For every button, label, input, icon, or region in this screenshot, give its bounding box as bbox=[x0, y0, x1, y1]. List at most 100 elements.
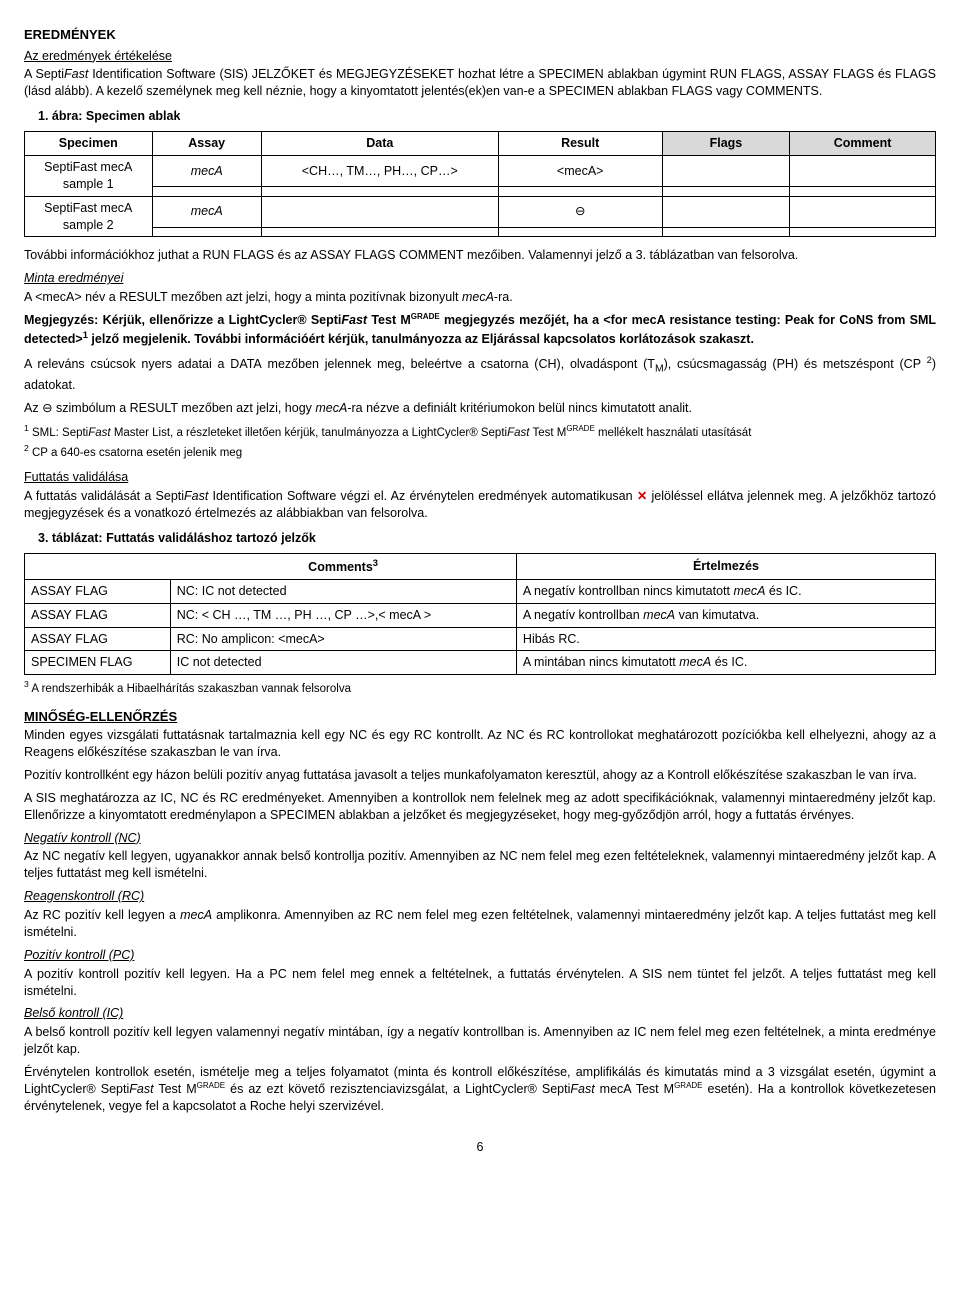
t: A mintában nincs kimutatott bbox=[523, 655, 679, 669]
t: sample 1 bbox=[63, 177, 114, 191]
td-meaning3: A mintában nincs kimutatott mecA és IC. bbox=[516, 651, 935, 675]
t: szimbólum a RESULT mezőben azt jelzi, ho… bbox=[53, 401, 316, 415]
t: ATA bbox=[239, 357, 261, 371]
t: ablakban F bbox=[614, 84, 679, 98]
th-blank bbox=[25, 553, 171, 579]
t: GRADE bbox=[566, 424, 594, 433]
t: Fast bbox=[507, 426, 529, 438]
para-neg-symbol: Az ⊖ szimbólum a RESULT mezőben azt jelz… bbox=[24, 400, 936, 417]
td-comment3: IC not detected bbox=[170, 651, 516, 675]
t: Test M bbox=[367, 313, 411, 327]
t: Az bbox=[24, 401, 42, 415]
t: A Septi bbox=[24, 67, 64, 81]
t: További információkhoz juthat a R bbox=[24, 248, 212, 262]
td-data2 bbox=[261, 196, 498, 228]
t: P bbox=[913, 357, 927, 371]
t: és F bbox=[874, 67, 903, 81]
para-validation: A futtatás validálását a SeptiFast Ident… bbox=[24, 488, 936, 522]
t: F bbox=[72, 632, 83, 646]
qc-title: MINŐSÉG-ELLENŐRZÉS bbox=[24, 708, 936, 726]
t: SSAY bbox=[39, 608, 71, 622]
t: C bbox=[396, 248, 409, 262]
t: Fast bbox=[88, 426, 110, 438]
tbl3-caption: 3. táblázat: Futtatás validáláshoz tarto… bbox=[38, 530, 936, 547]
td-empty bbox=[152, 187, 261, 196]
specimen-table: Specimen Assay Data Result Flags Comment… bbox=[24, 131, 936, 237]
qc-para3: A SIS meghatározza az IC, NC és RC eredm… bbox=[24, 790, 936, 824]
t: mecA Test M bbox=[595, 1082, 674, 1096]
t: vagy C bbox=[713, 84, 755, 98]
td-assay1: mecA bbox=[152, 155, 261, 187]
td-comment2: RC: No amplicon: <mecA> bbox=[170, 627, 516, 651]
t: LAG bbox=[83, 632, 108, 646]
t: SSAY bbox=[39, 584, 71, 598]
t: GRADE bbox=[411, 312, 440, 321]
t: OMMENT bbox=[408, 248, 464, 262]
td-empty bbox=[152, 228, 261, 237]
t: A <mecA> név a RESULT mezőben azt jelzi,… bbox=[24, 290, 462, 304]
subhead-ic: Belső kontroll (IC) bbox=[24, 1005, 936, 1022]
t: mezőben jelennek meg, beleértve a csator… bbox=[262, 357, 548, 371]
rc-para: Az RC pozitív kell legyen a mecA ampliko… bbox=[24, 907, 936, 941]
t: sample 2 bbox=[63, 218, 114, 232]
t: hozhat létre a S bbox=[454, 67, 547, 81]
td-result2: ⊖ bbox=[498, 196, 662, 228]
para-further-info: További információkhoz juthat a RUN FLAG… bbox=[24, 247, 936, 264]
t: LAGS bbox=[841, 67, 874, 81]
th-comments: Comments3 bbox=[170, 553, 516, 579]
para-minta-pos: A <mecA> név a RESULT mezőben azt jelzi,… bbox=[24, 289, 936, 306]
title-eredmenyek: EREDMÉNYEK bbox=[24, 26, 936, 44]
t: ablakban úgymint R bbox=[604, 67, 719, 81]
t: A releváns csúcsok nyers adatai a D bbox=[24, 357, 239, 371]
t: Fast bbox=[570, 1082, 594, 1096]
footnote-3: 3 A rendszerhibák a Hibaelhárítás szakas… bbox=[24, 679, 936, 697]
t: Comments bbox=[308, 560, 373, 574]
td-flags2 bbox=[662, 196, 790, 228]
t: SML: Septi bbox=[29, 426, 88, 438]
t: LAGS bbox=[362, 248, 395, 262]
t: és az ezt követő rezisztenciavizsgálat, … bbox=[225, 1082, 570, 1096]
t: -ra nézve a definiált kritériumokon belü… bbox=[347, 401, 692, 415]
td-meaning1: A negatív kontrollban mecA van kimutatva… bbox=[516, 603, 935, 627]
t: Fast bbox=[129, 1082, 153, 1096]
td-empty bbox=[790, 228, 936, 237]
t: SSAY bbox=[39, 632, 71, 646]
subhead-rc: Reagenskontroll (RC) bbox=[24, 888, 936, 905]
td-data1: <CH…, TM…, PH…, CP…> bbox=[261, 155, 498, 187]
invalid-x-icon: ✕ bbox=[637, 489, 647, 503]
t: ) és metszéspont (C bbox=[794, 357, 913, 371]
page-number: 6 bbox=[24, 1139, 936, 1156]
t: Master List, a részleteket illetően kérj… bbox=[111, 426, 507, 438]
last-para: Érvénytelen kontrollok esetén, ismételje… bbox=[24, 1064, 936, 1115]
th-flags: Flags bbox=[662, 132, 790, 156]
t: F bbox=[230, 248, 241, 262]
nc-para: Az NC negatív kell legyen, ugyanakkor an… bbox=[24, 848, 936, 882]
th-data: Data bbox=[261, 132, 498, 156]
th-specimen: Specimen bbox=[25, 132, 153, 156]
qc-para1: Minden egyes vizsgálati futtatásnak tart… bbox=[24, 727, 936, 761]
t: -ra. bbox=[494, 290, 513, 304]
t: mecA bbox=[180, 908, 212, 922]
subhead-evaluation: Az eredmények értékelése bbox=[24, 48, 936, 65]
t: F bbox=[351, 248, 362, 262]
t: és IC. bbox=[765, 584, 801, 598]
td-comment1 bbox=[790, 155, 936, 187]
t: Az RC pozitív kell legyen a bbox=[24, 908, 180, 922]
t: ELZŐKET bbox=[258, 67, 315, 81]
t: SSAY bbox=[319, 248, 351, 262]
t: és az A bbox=[274, 248, 318, 262]
para-note: Megjegyzés: Kérjük, ellenőrizze a LightC… bbox=[24, 312, 936, 348]
t: A rendszerhibák a Hibaelhárítás szakaszb… bbox=[29, 683, 351, 695]
td-result1: <mecA> bbox=[498, 155, 662, 187]
footnote-1: 1 SML: SeptiFast Master List, a részlete… bbox=[24, 423, 936, 441]
t: mecA bbox=[679, 655, 711, 669]
td-empty bbox=[498, 228, 662, 237]
t: (lásd alább). A kezelő személynek meg ke… bbox=[24, 84, 557, 98]
t: mecA bbox=[315, 401, 347, 415]
t: H bbox=[548, 357, 557, 371]
t: Fast bbox=[64, 67, 88, 81]
t: mecA bbox=[643, 608, 675, 622]
t: LAGS bbox=[679, 84, 712, 98]
t: mecA bbox=[733, 584, 765, 598]
t: OMMENTS bbox=[755, 84, 819, 98]
